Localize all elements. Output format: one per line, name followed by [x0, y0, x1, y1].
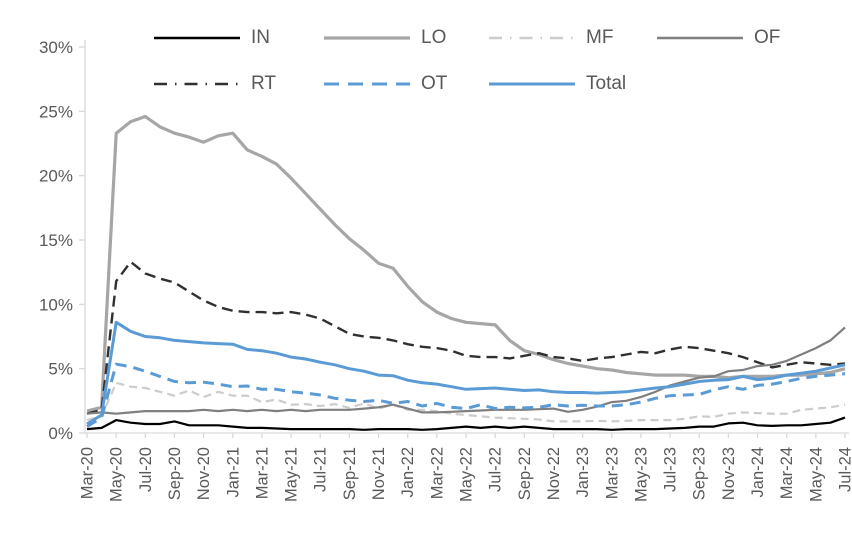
x-tick-label: Mar-23 [603, 447, 621, 499]
series-line-OF [86, 326, 846, 415]
legend-line-LO [324, 36, 410, 40]
legend-label: LO [421, 27, 447, 48]
x-tick-label: Mar-20 [79, 447, 97, 499]
y-tick-label: 30% [39, 38, 73, 57]
legend-item-IN: IN [153, 26, 270, 50]
x-tick-label: Jan-22 [399, 447, 417, 497]
y-tick-label: 5% [48, 360, 73, 379]
x-tick-label: Nov-21 [370, 447, 388, 500]
y-tick-label: 10% [39, 295, 73, 314]
x-tick-label: May-24 [807, 447, 825, 502]
x-tick-label: Jan-21 [224, 447, 242, 497]
x-tick-label: Nov-20 [195, 447, 213, 500]
x-tick-label: Nov-22 [545, 447, 563, 500]
legend-label: RT [251, 73, 276, 94]
legend-item-OT: OT [323, 72, 447, 96]
x-tick-label: Jul-23 [662, 447, 680, 492]
x-tick-label: Sep-21 [341, 447, 359, 500]
legend-item-OF: OF [656, 26, 780, 50]
x-tick-label: Jul-20 [137, 447, 155, 492]
x-tick-label: Nov-23 [720, 447, 738, 500]
x-tick-label: May-20 [108, 447, 126, 502]
legend-label: IN [251, 27, 270, 48]
x-tick-label: Mar-24 [778, 447, 796, 499]
y-tick-label: 15% [39, 231, 73, 250]
y-tick-label: 0% [48, 424, 73, 443]
legend-row-2: RT OT Total [0, 72, 852, 96]
series-line-OT [86, 362, 846, 428]
x-tick-label: May-21 [283, 447, 301, 502]
legend-label: OF [754, 27, 781, 48]
legend-line-OT [324, 82, 410, 86]
x-tick-label: Jan-23 [574, 447, 592, 497]
x-tick-label: Sep-22 [516, 447, 534, 500]
x-tick-label: Jan-24 [749, 447, 767, 497]
series-line-RT [86, 260, 846, 415]
legend-line-Total [489, 82, 575, 86]
x-tick-label: Jul-24 [837, 447, 852, 492]
series-line-LO [86, 114, 846, 413]
legend-line-RT [154, 82, 240, 86]
legend-item-LO: LO [323, 26, 446, 50]
y-tick-label: 25% [39, 102, 73, 121]
x-tick-label: May-22 [458, 447, 476, 502]
series-line-MF [86, 381, 846, 423]
x-tick-label: Sep-20 [166, 447, 184, 500]
legend-item-MF: MF [488, 26, 613, 50]
legend-line-OF [657, 36, 743, 40]
legend-item-RT: RT [153, 72, 276, 96]
y-tick-label: 20% [39, 167, 73, 186]
legend-item-Total: Total [488, 72, 626, 96]
legend-label: Total [586, 73, 627, 94]
series-line-Total [86, 320, 846, 426]
x-tick-label: Mar-21 [253, 447, 271, 499]
x-tick-label: Mar-22 [428, 447, 446, 499]
legend-row-1: IN LO MF OF [0, 26, 852, 50]
series-line-IN [86, 416, 846, 431]
x-tick-label: Sep-23 [691, 447, 709, 500]
x-tick-label: Jul-21 [312, 447, 330, 492]
legend-line-MF [489, 36, 575, 40]
x-tick-label: Jul-22 [487, 447, 505, 492]
x-tick-label: May-23 [632, 447, 650, 502]
legend-label: MF [586, 27, 614, 48]
legend-line-IN [154, 36, 240, 40]
legend-label: OT [421, 73, 448, 94]
